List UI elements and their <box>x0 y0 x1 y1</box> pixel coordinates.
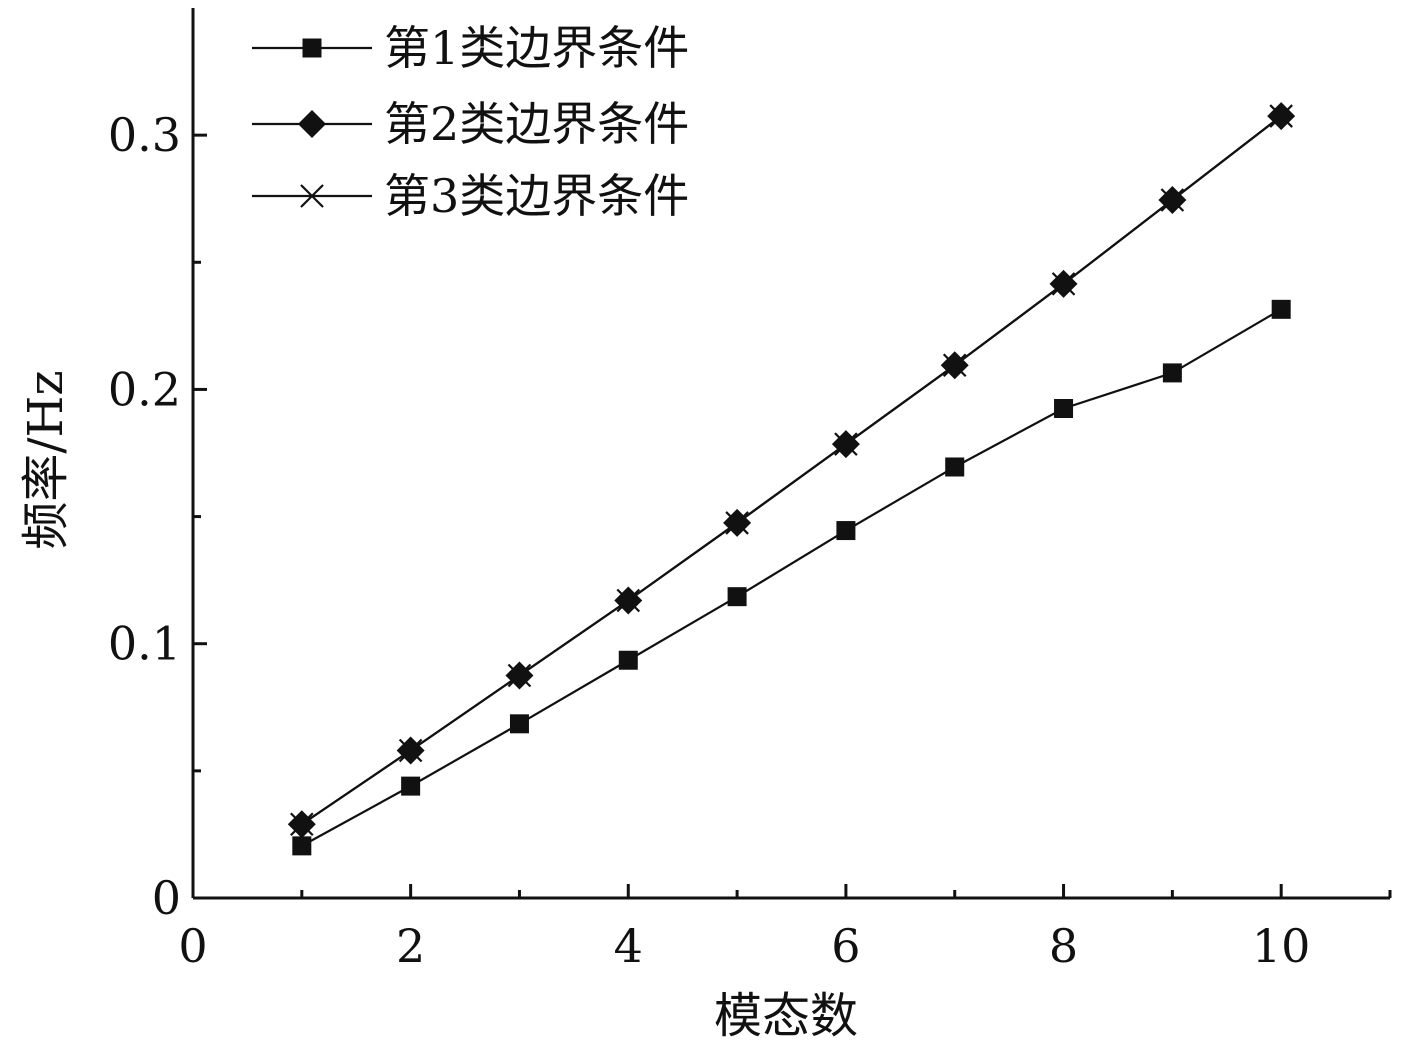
series-1-point <box>727 587 747 607</box>
series-3-point <box>507 663 532 688</box>
legend-entry-1: 第1类边界条件 <box>252 21 689 75</box>
legend-entry-3: 第3类边界条件 <box>252 169 689 223</box>
series-3-point <box>834 432 858 456</box>
x-tick-label: 10 <box>1252 919 1311 973</box>
legend-marker <box>300 184 324 208</box>
x-tick-label: 4 <box>614 919 643 973</box>
legend-label: 第1类边界条件 <box>384 21 689 75</box>
series-3-point <box>398 738 423 763</box>
series-3-point <box>1269 104 1293 128</box>
series-1-point <box>1054 399 1074 418</box>
series-3-line <box>301 115 1282 826</box>
series-1-point <box>401 776 421 796</box>
series-1-point <box>618 650 638 670</box>
legend-entry-2: 第2类边界条件 <box>252 97 689 151</box>
legend-label: 第3类边界条件 <box>384 169 689 223</box>
axes: 0 2 4 6 8 10 0 0.1 0.2 0.3 <box>108 8 1392 973</box>
series-3-point <box>290 812 314 837</box>
y-tick-label: 0 <box>152 871 181 925</box>
series-3-point <box>725 511 749 535</box>
series-1 <box>292 299 1291 856</box>
y-tick-label: 0.3 <box>108 108 181 162</box>
series-1-point <box>1162 363 1182 383</box>
series-1-point <box>509 714 529 734</box>
series-3-point <box>616 588 641 613</box>
series-3-point <box>1160 188 1185 212</box>
series-1-point <box>836 521 856 541</box>
series-layer <box>287 102 1296 856</box>
series-1-point <box>292 836 312 856</box>
y-tick-label: 0.1 <box>108 617 181 671</box>
series-3-point <box>942 353 967 378</box>
series-3 <box>290 104 1293 837</box>
y-tick-label: 0.2 <box>108 362 181 416</box>
legend-label: 第2类边界条件 <box>384 97 689 151</box>
x-tick-label: 0 <box>178 919 207 973</box>
x-tick-label: 6 <box>831 919 860 973</box>
x-axis-title: 模态数 <box>714 988 858 1044</box>
legend-marker <box>302 38 322 58</box>
x-tick-label: 2 <box>396 919 425 973</box>
legend-marker <box>298 110 326 138</box>
series-1-line <box>301 308 1282 847</box>
series-3-point <box>1051 272 1076 296</box>
y-axis-title: 频率/Hz <box>18 370 74 549</box>
x-tick-label: 8 <box>1049 919 1078 973</box>
series-1-point <box>945 457 965 477</box>
series-1-point <box>1271 299 1291 319</box>
